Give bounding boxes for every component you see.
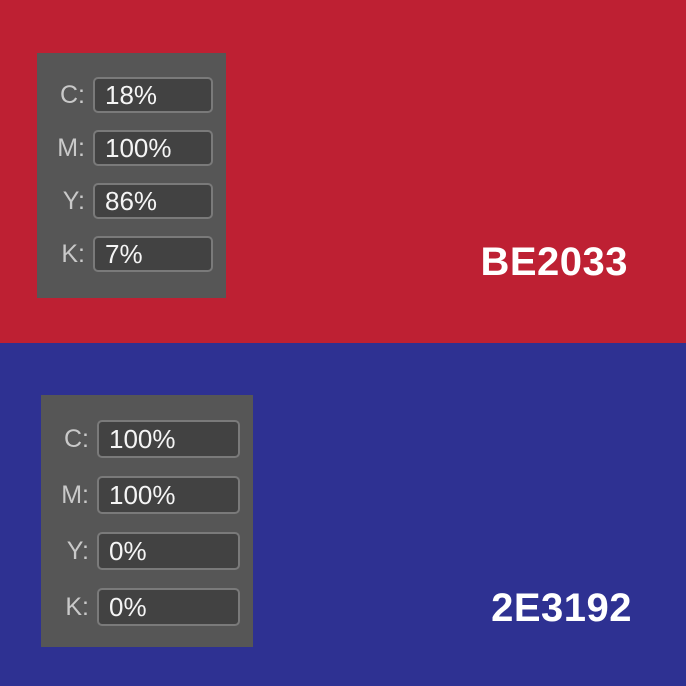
magenta-label: M: — [61, 480, 89, 509]
cmyk-panel-red: C: M: Y: K: — [37, 53, 226, 298]
magenta-label: M: — [57, 133, 85, 162]
black-value-field[interactable] — [93, 236, 213, 272]
cmyk-row-cyan: C: — [51, 420, 240, 458]
swatch-blue: C: M: Y: K: 2E3192 — [0, 343, 686, 686]
yellow-label: Y: — [66, 536, 89, 565]
cmyk-row-magenta: M: — [47, 130, 213, 166]
black-label: K: — [65, 592, 89, 621]
cmyk-row-black: K: — [51, 588, 240, 626]
hex-code-red: BE2033 — [480, 240, 628, 284]
magenta-value-field[interactable] — [93, 130, 213, 166]
cmyk-row-black: K: — [47, 236, 213, 272]
yellow-label: Y: — [62, 186, 85, 215]
magenta-value-field[interactable] — [97, 476, 240, 514]
black-value-field[interactable] — [97, 588, 240, 626]
cyan-label: C: — [64, 424, 89, 453]
cmyk-row-yellow: Y: — [51, 532, 240, 570]
cyan-value-field[interactable] — [97, 420, 240, 458]
yellow-value-field[interactable] — [97, 532, 240, 570]
hex-code-blue: 2E3192 — [491, 586, 632, 630]
swatch-red: C: M: Y: K: BE2033 — [0, 0, 686, 343]
black-label: K: — [61, 239, 85, 268]
cyan-value-field[interactable] — [93, 77, 213, 113]
yellow-value-field[interactable] — [93, 183, 213, 219]
cmyk-row-cyan: C: — [47, 77, 213, 113]
cmyk-panel-blue: C: M: Y: K: — [41, 395, 253, 647]
cmyk-row-magenta: M: — [51, 476, 240, 514]
cmyk-row-yellow: Y: — [47, 183, 213, 219]
cyan-label: C: — [60, 80, 85, 109]
